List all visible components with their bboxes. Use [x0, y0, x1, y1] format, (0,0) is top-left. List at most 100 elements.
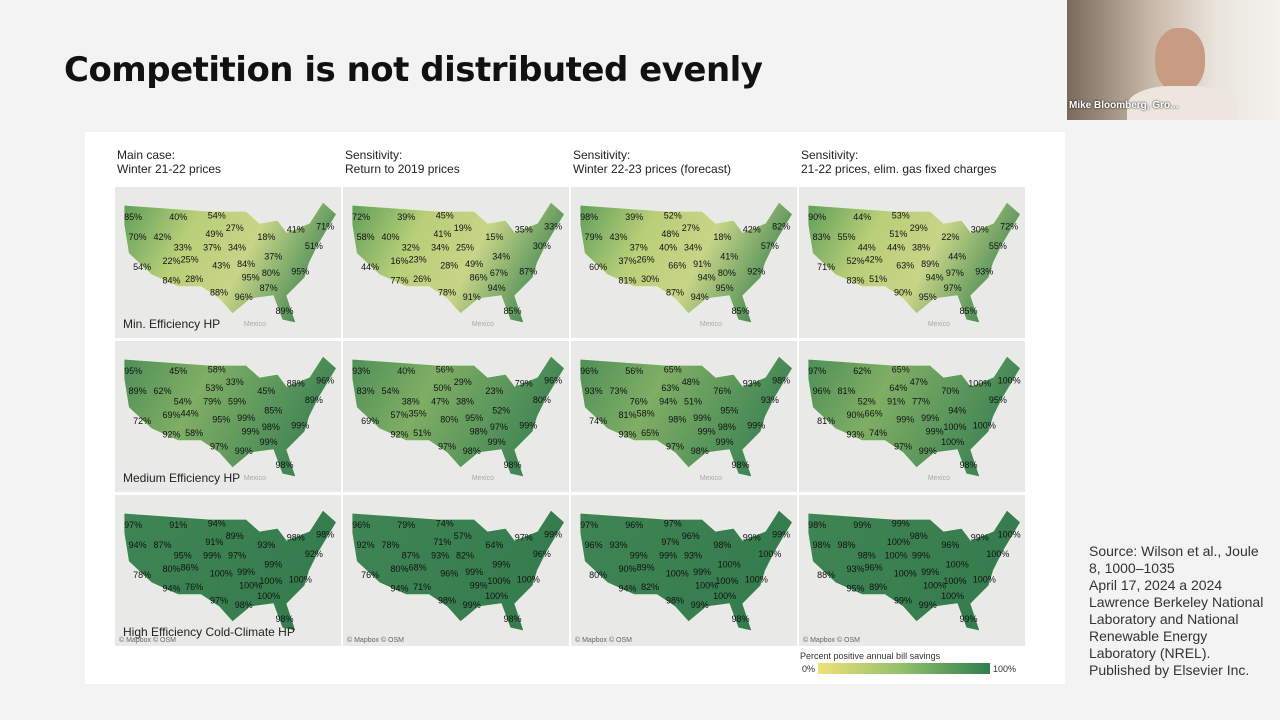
state-label: 71%	[433, 537, 451, 547]
state-label: 92%	[162, 430, 180, 440]
state-label: 100%	[715, 576, 738, 586]
state-label: 99%	[892, 519, 910, 529]
state-label: 99%	[470, 581, 488, 591]
state-label: 42%	[865, 254, 883, 264]
state-label: 93%	[846, 430, 864, 440]
state-label: 100%	[259, 576, 282, 586]
state-label: 100%	[973, 575, 996, 585]
state-label: 58%	[357, 232, 375, 242]
state-label: 51%	[869, 274, 887, 284]
state-label: 77%	[912, 396, 930, 406]
column-header: Winter 21-22 prices	[117, 162, 221, 176]
state-label: 93%	[743, 378, 761, 388]
state-label: 99%	[896, 415, 914, 425]
state-label: 80%	[533, 395, 551, 405]
state-label: 28%	[185, 274, 203, 284]
source-line: Laboratory (NREL).	[1089, 645, 1211, 661]
state-label: 98%	[858, 550, 876, 560]
state-label: 19%	[454, 223, 472, 233]
state-label: 78%	[133, 570, 151, 580]
state-label: 99%	[698, 427, 716, 437]
state-label: 94%	[390, 584, 408, 594]
state-label: 95%	[465, 413, 483, 423]
state-label: 94%	[926, 273, 944, 283]
us-map	[579, 201, 794, 324]
state-label: 69%	[162, 410, 180, 420]
state-label: 99%	[237, 413, 255, 423]
state-label: 79%	[515, 378, 533, 388]
state-label: 80%	[718, 268, 736, 278]
state-label: 44%	[948, 251, 966, 261]
state-label: 59%	[228, 396, 246, 406]
state-label: 91%	[205, 537, 223, 547]
state-label: 99%	[488, 437, 506, 447]
state-label: 65%	[641, 428, 659, 438]
state-label: 99%	[492, 559, 510, 569]
state-label: 71%	[413, 582, 431, 592]
column-header: Winter 22-23 prices (forecast)	[573, 162, 731, 176]
state-label: 99%	[463, 600, 481, 610]
state-label: 92%	[357, 540, 375, 550]
state-label: 66%	[668, 261, 686, 271]
state-label: 89%	[921, 259, 939, 269]
state-label: 94%	[208, 519, 226, 529]
state-label: 51%	[684, 396, 702, 406]
state-label: 85%	[503, 306, 521, 316]
state-label: 54%	[133, 262, 151, 272]
state-label: 35%	[409, 408, 427, 418]
state-label: 90%	[618, 564, 636, 574]
state-label: 85%	[959, 306, 977, 316]
state-label: 66%	[865, 408, 883, 418]
state-label: 41%	[287, 224, 305, 234]
state-label: 98%	[438, 596, 456, 606]
state-label: 80%	[440, 415, 458, 425]
column-header: Sensitivity:	[345, 148, 402, 162]
state-label: 54%	[208, 211, 226, 221]
state-label: 73%	[609, 386, 627, 396]
state-label: 81%	[837, 386, 855, 396]
state-label: 85%	[124, 212, 142, 222]
state-label: 16%	[390, 256, 408, 266]
state-label: 91%	[169, 520, 187, 530]
state-label: 96%	[813, 386, 831, 396]
us-map	[807, 509, 1022, 632]
state-label: 93%	[609, 540, 627, 550]
us-map	[579, 355, 794, 478]
state-label: 78%	[438, 288, 456, 298]
state-label: 95%	[716, 283, 734, 293]
us-map	[123, 509, 338, 632]
state-label: 94%	[488, 283, 506, 293]
state-label: 72%	[1000, 221, 1018, 231]
state-label: 70%	[941, 386, 959, 396]
state-label: 99%	[853, 520, 871, 530]
state-label: 92%	[747, 267, 765, 277]
state-label: 98%	[910, 531, 928, 541]
state-label: 40%	[169, 212, 187, 222]
state-label: 98%	[713, 540, 731, 550]
state-label: 50%	[433, 383, 451, 393]
row-label: High Efficiency Cold-Climate HP	[123, 625, 295, 639]
state-label: 98%	[470, 427, 488, 437]
state-label: 99%	[921, 567, 939, 577]
state-label: 100%	[713, 591, 736, 601]
state-label: 42%	[153, 232, 171, 242]
state-label: 41%	[720, 251, 738, 261]
state-label: 99%	[747, 421, 765, 431]
source-line: Laboratory and National	[1089, 611, 1239, 627]
state-label: 96%	[625, 520, 643, 530]
source-line: Lawrence Berkeley National	[1089, 594, 1264, 610]
state-label: 54%	[381, 386, 399, 396]
state-label: 96%	[533, 549, 551, 559]
state-label: 97%	[124, 520, 142, 530]
state-label: 94%	[162, 584, 180, 594]
state-label: 88%	[817, 570, 835, 580]
us-map	[351, 509, 566, 632]
state-label: 79%	[585, 232, 603, 242]
state-label: 76%	[630, 396, 648, 406]
state-label: 80%	[390, 564, 408, 574]
state-label: 99%	[926, 427, 944, 437]
state-label: 100%	[946, 559, 969, 569]
state-label: 62%	[853, 366, 871, 376]
state-label: 97%	[944, 283, 962, 293]
state-label: 100%	[998, 529, 1021, 539]
